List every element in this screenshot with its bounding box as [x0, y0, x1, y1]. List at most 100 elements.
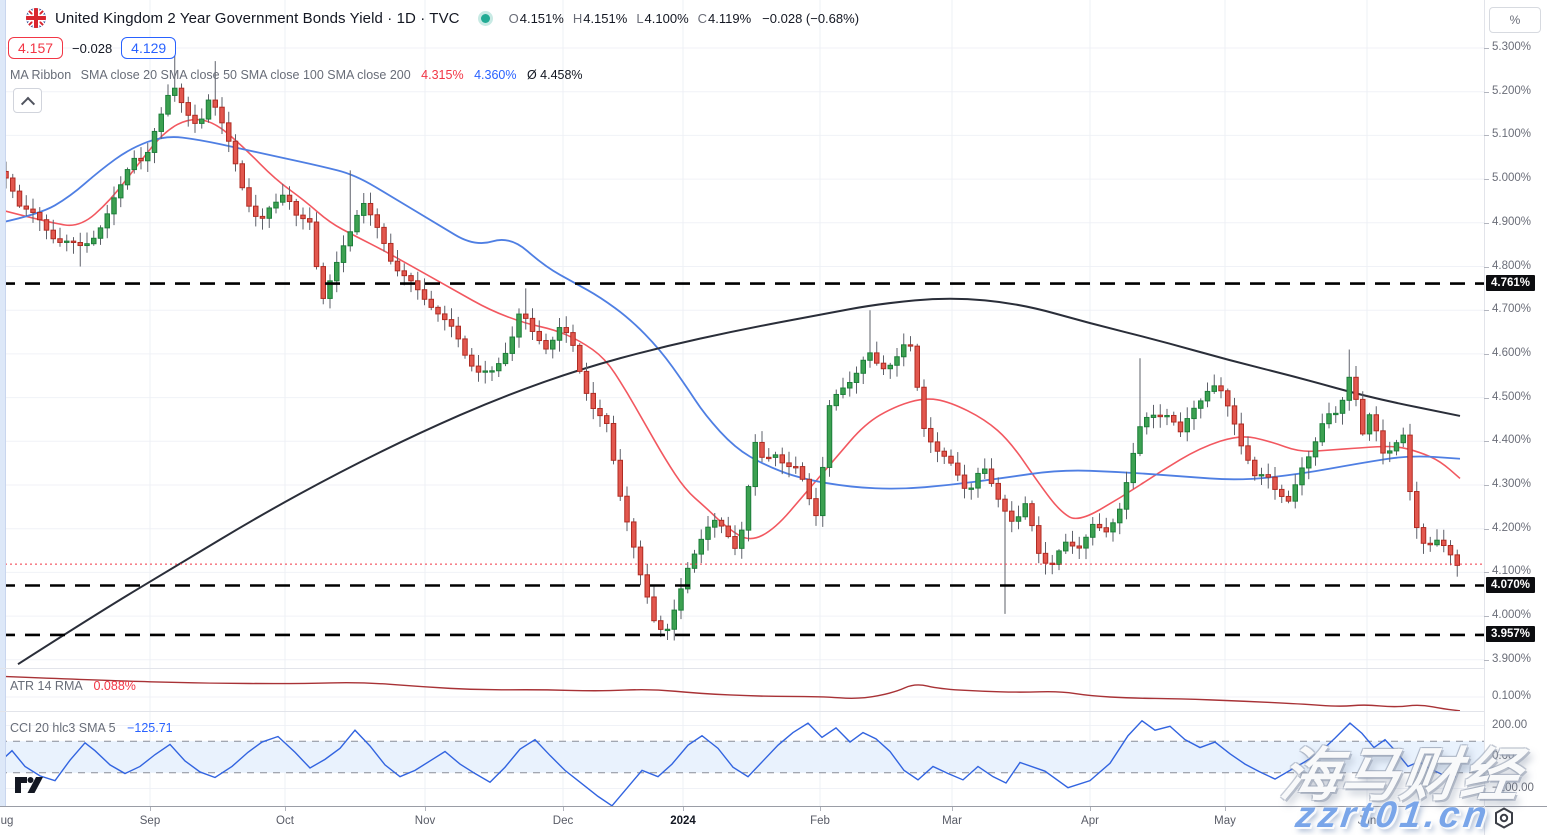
- price-tick-mark: [1484, 266, 1489, 268]
- ma-ribbon-value-fast: 4.315%: [421, 68, 464, 82]
- ma-ribbon-name: MA Ribbon: [10, 68, 72, 82]
- open-value: 4.151%: [519, 10, 564, 26]
- price-tick-mark: [1484, 485, 1489, 486]
- price-tick-mark: [1484, 572, 1489, 574]
- price-tick-mark: [1484, 353, 1489, 355]
- price-tick-label: 4.600%: [1492, 346, 1532, 359]
- time-tick-mark: [1367, 807, 1368, 811]
- time-tick-label: Feb: [810, 815, 830, 827]
- symbol-title[interactable]: United Kingdom 2 Year Government Bonds Y…: [55, 9, 460, 27]
- time-tick-label: ug: [0, 815, 14, 827]
- atr-tick-label: 0.100%: [1492, 690, 1532, 702]
- price-tick-label: 4.100%: [1492, 565, 1532, 578]
- time-tick-label: Dec: [552, 815, 574, 827]
- time-tick-mark: [820, 807, 821, 811]
- pane-separator-main-atr[interactable]: [0, 668, 1547, 669]
- price-tick-label: 4.400%: [1492, 434, 1532, 447]
- price-tick-label: 4.500%: [1492, 390, 1532, 403]
- close-value: 4.119%: [708, 10, 752, 26]
- price-tick-label: 4.200%: [1492, 521, 1532, 534]
- open-label: O: [508, 10, 519, 26]
- time-tick-label: Mar: [942, 815, 962, 827]
- atr-value: 0.088%: [93, 679, 136, 693]
- price-axis[interactable]: % 5.300% 5.200% 5.100% 5.000% 4.900% 4.800% 4.…: [1484, 0, 1547, 806]
- ma-ribbon-value-mid: 4.360%: [474, 68, 517, 82]
- time-tick-label: Oct: [276, 815, 294, 827]
- low-label: L: [636, 10, 644, 26]
- level-price-badge: 4.070%: [1486, 576, 1536, 593]
- cci-tick-label: 200.00: [1492, 718, 1528, 731]
- atr-legend[interactable]: ATR 14 RMA 0.088%: [10, 679, 136, 693]
- time-axis[interactable]: ug Sep Oct Nov Dec 2024 Feb Mar Apr May Jun: [0, 807, 1484, 835]
- high-value: 4.151%: [583, 10, 628, 26]
- price-tick-label: 4.700%: [1492, 303, 1532, 316]
- left-edge-strip: [0, 0, 6, 835]
- price-tick-mark: [1484, 616, 1489, 618]
- level-price-badge: 3.957%: [1486, 625, 1536, 642]
- price-tick-mark: [1484, 441, 1489, 443]
- ohlc-values: O4.151% H4.151% L4.100% C4.119% −0.028 (…: [509, 11, 859, 26]
- cci-legend[interactable]: CCI 20 hlc3 SMA 5 −125.71: [10, 721, 173, 735]
- time-tick-mark: [285, 807, 286, 811]
- price-tick-mark: [1484, 528, 1489, 530]
- price-tick-label: 4.800%: [1492, 259, 1532, 272]
- spread-value: −0.028: [72, 40, 113, 56]
- level-price-badge: 4.761%: [1486, 274, 1536, 291]
- price-tick-mark: [1484, 397, 1489, 399]
- price-tick-label: 4.000%: [1492, 609, 1532, 622]
- price-tick-mark: [1484, 48, 1489, 49]
- price-tick-label: 5.300%: [1492, 41, 1532, 53]
- time-axis-border: [0, 806, 1547, 807]
- quote-row: 4.157 −0.028 4.129: [8, 37, 177, 59]
- price-tick-label: 5.200%: [1492, 84, 1532, 97]
- price-tick-mark: [1484, 91, 1489, 93]
- price-tick-label: 5.000%: [1492, 172, 1532, 185]
- ma-ribbon-value-avg: Ø 4.458%: [526, 68, 583, 82]
- time-tick-mark: [683, 807, 684, 811]
- change-value: −0.028 (−0.68%): [762, 10, 860, 26]
- pane-separator-atr-cci[interactable]: [0, 711, 1547, 712]
- price-tick-label: 4.900%: [1492, 215, 1532, 228]
- uk-flag-icon: [26, 8, 46, 28]
- time-tick-mark: [563, 807, 564, 811]
- time-tick-mark: [150, 807, 151, 811]
- time-tick-label: Nov: [414, 815, 436, 827]
- ma-ribbon-params: SMA close 20 SMA close 50 SMA close 100 …: [80, 68, 411, 82]
- cci-tick-label: 0.00: [1492, 750, 1515, 762]
- axis-settings-gear-icon[interactable]: [1492, 806, 1516, 835]
- price-tick-mark: [1484, 222, 1489, 224]
- time-tick-mark: [1090, 807, 1091, 811]
- close-label: C: [697, 10, 708, 26]
- cci-value: −125.71: [127, 721, 173, 735]
- cci-label: CCI 20 hlc3 SMA 5: [10, 721, 116, 735]
- price-unit-button[interactable]: %: [1489, 7, 1541, 33]
- ma-ribbon-legend[interactable]: MA Ribbon SMA close 20 SMA close 50 SMA …: [10, 68, 583, 82]
- tradingview-logo-icon[interactable]: [14, 774, 46, 801]
- chevron-up-icon: [20, 96, 35, 111]
- watermark-url-text: zzrt01.cn: [1293, 794, 1494, 835]
- market-status-icon[interactable]: [480, 13, 490, 23]
- low-value: 4.100%: [644, 10, 689, 26]
- buy-button[interactable]: 4.129: [121, 37, 177, 59]
- time-tick-mark: [1225, 807, 1226, 811]
- high-label: H: [572, 10, 583, 26]
- time-tick-label: 2024: [670, 815, 696, 827]
- symbol-header[interactable]: United Kingdom 2 Year Government Bonds Y…: [26, 8, 859, 28]
- price-tick-label: 5.100%: [1492, 128, 1532, 141]
- price-tick-mark: [1484, 179, 1489, 181]
- collapse-indicators-button[interactable]: [13, 88, 42, 113]
- price-tick-mark: [1484, 135, 1489, 137]
- time-tick-mark: [952, 807, 953, 811]
- price-axis-border: [1484, 0, 1485, 835]
- sell-button[interactable]: 4.157: [8, 37, 64, 59]
- atr-label: ATR 14 RMA: [10, 679, 83, 693]
- time-tick-label: May: [1214, 815, 1236, 827]
- time-tick-mark: [425, 807, 426, 811]
- time-tick-label: Sep: [139, 815, 161, 827]
- price-tick-mark: [1484, 659, 1489, 661]
- time-tick-label: Apr: [1081, 815, 1099, 827]
- price-tick-label: 3.900%: [1492, 652, 1532, 665]
- price-tick-label: 4.300%: [1492, 478, 1532, 490]
